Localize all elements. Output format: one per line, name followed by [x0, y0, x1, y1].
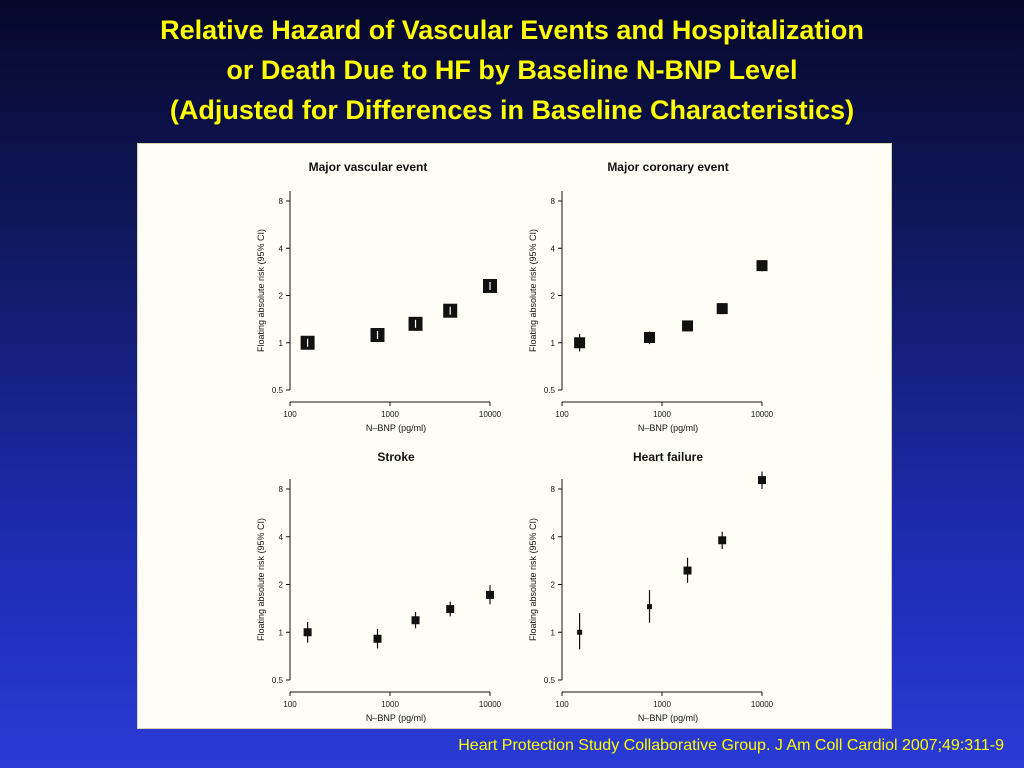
- y-tick-label: 0.5: [272, 386, 284, 395]
- citation: Heart Protection Study Collaborative Gro…: [458, 737, 1004, 754]
- panel-2-x-label: N–BNP (pg/ml): [638, 423, 698, 433]
- panel-4-x-label: N–BNP (pg/ml): [638, 713, 698, 723]
- y-tick-label: 1: [551, 339, 556, 348]
- data-point: [758, 476, 766, 485]
- x-tick-label: 10000: [751, 410, 774, 419]
- y-tick-label: 2: [551, 581, 556, 590]
- panel-1-title: Major vascular event: [309, 160, 428, 174]
- x-tick-label: 10000: [479, 410, 502, 419]
- panel-2-y-label: Floating absolute risk (95% CI): [528, 229, 538, 352]
- panel-3-title: Stroke: [377, 450, 415, 464]
- data-point: [644, 332, 656, 344]
- data-point: [373, 634, 382, 643]
- y-tick-label: 1: [551, 628, 556, 637]
- y-tick-label: 2: [279, 581, 284, 590]
- x-tick-label: 100: [555, 410, 569, 419]
- data-point: [411, 616, 420, 625]
- slide-title-line-1: Relative Hazard of Vascular Events and H…: [160, 15, 864, 45]
- data-point: [683, 566, 692, 575]
- data-point: [682, 320, 694, 332]
- y-tick-label: 4: [551, 533, 556, 542]
- panel-2-title: Major coronary event: [607, 160, 728, 174]
- y-tick-label: 4: [279, 533, 284, 542]
- y-tick-label: 0.5: [272, 676, 284, 685]
- y-tick-label: 4: [551, 244, 556, 253]
- y-tick-label: 2: [279, 292, 284, 301]
- data-point: [446, 605, 455, 614]
- data-point: [574, 337, 586, 349]
- data-point: [647, 604, 653, 610]
- x-tick-label: 100: [283, 700, 297, 709]
- y-tick-label: 0.5: [544, 386, 556, 395]
- data-point: [718, 536, 727, 545]
- panel-3-y-label: Floating absolute risk (95% CI): [256, 518, 266, 641]
- data-point: [486, 590, 494, 599]
- y-tick-label: 1: [279, 628, 284, 637]
- figure-panel: Major vascular event 0.5 1 2 4 8 100 1000 10000 N…: [137, 143, 892, 729]
- panel-4-title: Heart failure: [633, 450, 703, 464]
- y-tick-label: 4: [279, 244, 284, 253]
- x-tick-label: 1000: [653, 700, 671, 709]
- data-point: [716, 303, 728, 315]
- x-tick-label: 1000: [653, 410, 671, 419]
- x-tick-label: 1000: [381, 410, 399, 419]
- panel-4-y-label: Floating absolute risk (95% CI): [528, 518, 538, 641]
- x-tick-label: 1000: [381, 700, 399, 709]
- y-tick-label: 8: [551, 197, 556, 206]
- data-point: [756, 260, 768, 272]
- slide-title-line-3: (Adjusted for Differences in Baseline Ch…: [169, 95, 855, 125]
- figure-svg: Major vascular event 0.5 1 2 4 8 100 1000 10000 N…: [256, 160, 774, 723]
- data-point: [303, 628, 312, 637]
- x-tick-label: 100: [283, 410, 297, 419]
- slide-title: Relative Hazard of Vascular Events and H…: [0, 10, 1024, 130]
- y-tick-label: 8: [279, 485, 284, 494]
- panel-1-y-label: Floating absolute risk (95% CI): [256, 229, 266, 352]
- data-point: [577, 629, 583, 635]
- x-tick-label: 100: [555, 700, 569, 709]
- x-tick-label: 10000: [479, 700, 502, 709]
- y-tick-label: 8: [279, 197, 284, 206]
- x-tick-label: 10000: [751, 700, 774, 709]
- y-tick-label: 8: [551, 485, 556, 494]
- y-tick-label: 2: [551, 292, 556, 301]
- y-tick-label: 0.5: [544, 676, 556, 685]
- panel-3-x-label: N–BNP (pg/ml): [366, 713, 426, 723]
- slide-title-line-2: or Death Due to HF by Baseline N-BNP Lev…: [226, 55, 798, 85]
- panel-1-x-label: N–BNP (pg/ml): [366, 423, 426, 433]
- y-tick-label: 1: [279, 339, 284, 348]
